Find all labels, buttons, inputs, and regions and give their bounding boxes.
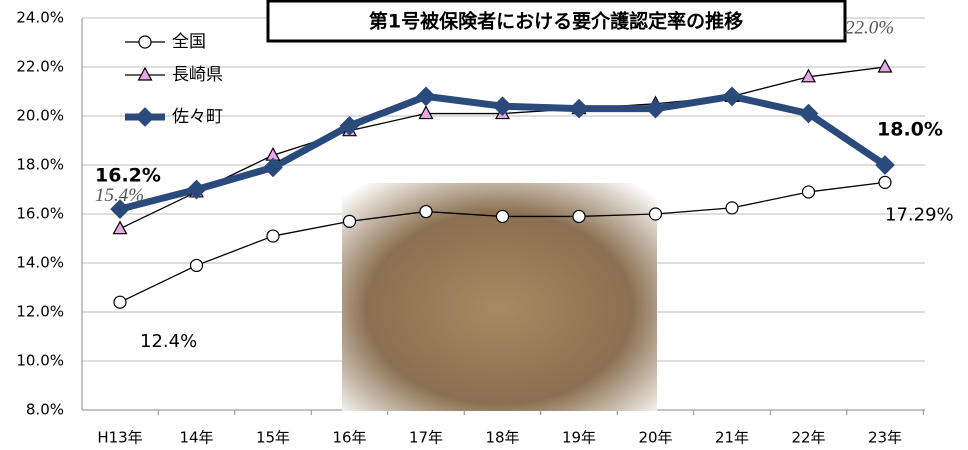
point	[339, 115, 360, 136]
title-box	[266, 0, 847, 43]
x-tick-label: 19年	[562, 429, 596, 447]
x-tick-label: 21年	[715, 429, 749, 447]
point	[263, 157, 283, 178]
point	[342, 214, 357, 228]
y-tick-label: 12.0%	[16, 303, 64, 321]
point	[112, 220, 128, 235]
point	[186, 179, 207, 200]
data-label: 15.4%	[95, 185, 144, 206]
x-tick-label: 17年	[409, 429, 443, 447]
data-label: 16.2%	[95, 165, 161, 187]
x-tick-label: H13年	[97, 429, 142, 447]
point	[266, 229, 280, 243]
legend-label: 全国	[172, 32, 206, 52]
y-tick-label: 8.0%	[26, 401, 64, 419]
point	[138, 35, 152, 49]
point	[418, 105, 434, 120]
y-tick-label: 10.0%	[16, 352, 64, 370]
legend-label: 長崎県	[172, 65, 223, 85]
point	[725, 201, 739, 215]
point	[572, 209, 586, 224]
legend-label: 佐々町	[172, 107, 223, 127]
point	[648, 207, 663, 221]
point	[798, 103, 819, 124]
point	[645, 98, 666, 119]
x-tick-label: 15年	[256, 429, 290, 447]
data-label: 12.4%	[140, 331, 197, 352]
y-tick-label: 14.0%	[16, 254, 64, 272]
point	[189, 258, 204, 273]
y-tick-label: 22.0%	[16, 58, 64, 76]
point	[492, 96, 513, 117]
point	[875, 155, 895, 175]
x-tick-label: 22年	[791, 429, 825, 447]
data-label: 17.29%	[885, 204, 954, 225]
point	[113, 295, 127, 309]
point	[419, 204, 433, 219]
point	[800, 68, 817, 83]
y-tick-label: 20.0%	[16, 107, 64, 125]
x-tick-label: 18年	[485, 429, 519, 447]
point	[569, 98, 589, 119]
y-tick-label: 18.0%	[16, 156, 64, 174]
data-label: 22.0%	[845, 17, 894, 38]
point	[801, 185, 816, 199]
x-tick-label: 23年	[868, 429, 902, 447]
y-tick-label: 24.0%	[16, 9, 64, 27]
point	[722, 86, 742, 107]
y-tick-label: 16.0%	[16, 205, 64, 223]
x-tick-label: 14年	[179, 429, 213, 447]
point	[877, 58, 893, 73]
data-label: 18.0%	[877, 119, 943, 141]
point	[110, 199, 130, 219]
point	[137, 66, 153, 81]
point	[878, 175, 892, 189]
x-tick-label: 20年	[638, 429, 672, 447]
chart-title: 第1号被保険者における要介護認定率の推移	[369, 10, 743, 33]
point	[135, 107, 155, 127]
point	[495, 209, 510, 224]
x-tick-label: 16年	[332, 429, 366, 447]
point	[416, 86, 436, 107]
